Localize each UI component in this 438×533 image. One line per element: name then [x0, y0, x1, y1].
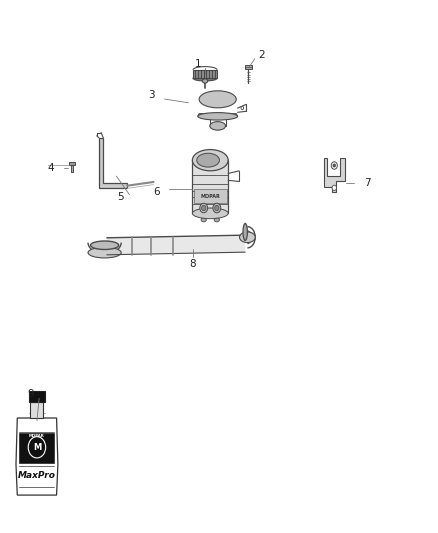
Text: 9: 9	[27, 389, 34, 399]
Ellipse shape	[210, 122, 226, 130]
Ellipse shape	[201, 217, 206, 222]
Ellipse shape	[240, 232, 255, 243]
Bar	[71, 163, 73, 172]
Ellipse shape	[331, 162, 337, 169]
Circle shape	[28, 437, 46, 458]
Text: 8: 8	[190, 259, 196, 269]
Text: 1: 1	[195, 60, 201, 69]
Ellipse shape	[199, 91, 236, 108]
Ellipse shape	[201, 205, 206, 211]
Bar	[193, 70, 217, 78]
Ellipse shape	[215, 205, 219, 211]
Bar	[69, 163, 75, 165]
Text: M: M	[33, 443, 41, 452]
Text: 5: 5	[117, 192, 124, 203]
Polygon shape	[107, 235, 245, 255]
Polygon shape	[16, 418, 58, 495]
Text: MOPAR: MOPAR	[29, 434, 45, 438]
Text: 4: 4	[48, 163, 54, 173]
Ellipse shape	[192, 150, 228, 171]
Text: 2: 2	[258, 50, 265, 60]
Ellipse shape	[197, 154, 219, 167]
Polygon shape	[198, 114, 237, 116]
Polygon shape	[324, 158, 345, 192]
Ellipse shape	[88, 247, 121, 258]
Ellipse shape	[241, 107, 244, 110]
Ellipse shape	[192, 208, 228, 219]
Ellipse shape	[193, 76, 217, 81]
Ellipse shape	[214, 217, 219, 222]
Text: 3: 3	[148, 90, 155, 100]
Text: 7: 7	[364, 178, 371, 188]
Ellipse shape	[213, 203, 221, 213]
Text: ·: ·	[51, 473, 53, 478]
Ellipse shape	[198, 112, 237, 120]
Ellipse shape	[200, 203, 208, 213]
Bar	[194, 189, 227, 203]
Ellipse shape	[202, 79, 208, 83]
Bar	[29, 391, 45, 402]
Ellipse shape	[333, 164, 336, 167]
Text: MOPAR: MOPAR	[201, 194, 220, 199]
Text: MaxPro: MaxPro	[18, 471, 56, 480]
Text: 6: 6	[154, 187, 160, 197]
Ellipse shape	[332, 185, 336, 190]
Polygon shape	[99, 138, 127, 188]
Bar	[30, 402, 43, 418]
Bar	[192, 160, 228, 213]
Bar	[245, 65, 252, 69]
Ellipse shape	[243, 223, 247, 240]
Bar	[19, 433, 54, 464]
Ellipse shape	[91, 241, 119, 249]
